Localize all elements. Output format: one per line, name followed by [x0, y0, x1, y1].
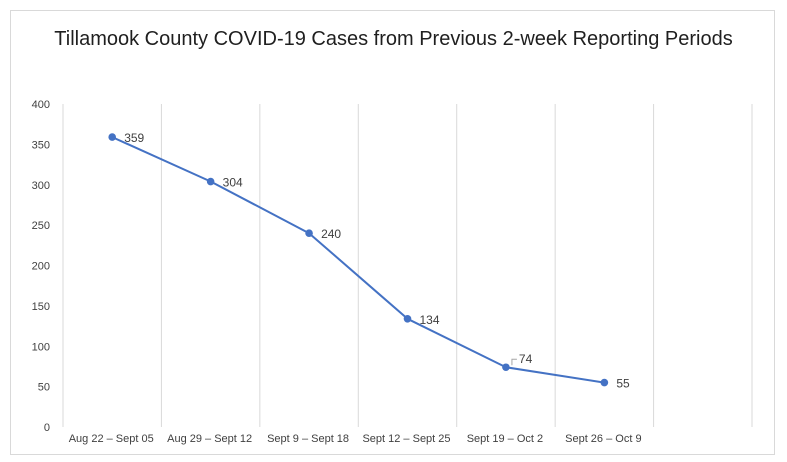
y-tick-label: 150	[32, 301, 50, 313]
series-line	[111, 136, 605, 384]
y-tick-label: 350	[32, 139, 50, 151]
x-axis-ticks: Aug 22 – Sept 05 Aug 29 – Sept 12 Sept 9 –…	[69, 433, 642, 445]
y-tick-label: 100	[32, 341, 50, 353]
data-label: 74	[519, 352, 533, 366]
data-labels: 359 304 240 134 74 55	[124, 131, 630, 390]
data-point	[600, 378, 609, 387]
y-axis-ticks: 0 50 100 150 200 250 300 350 400	[32, 99, 50, 434]
data-label: 304	[223, 176, 243, 190]
y-tick-label: 300	[32, 180, 50, 192]
data-points	[108, 133, 609, 387]
data-point	[108, 133, 117, 141]
data-label: 240	[321, 227, 341, 241]
data-label: 359	[124, 131, 144, 145]
chart-title: Tillamook County COVID-19 Cases from Pre…	[54, 28, 733, 50]
y-tick-label: 50	[38, 382, 50, 394]
x-tick-label: Sept 26 – Oct 9	[565, 433, 641, 445]
data-point	[206, 177, 215, 186]
y-tick-label: 250	[32, 220, 50, 232]
x-tick-label: Aug 22 – Sept 05	[69, 433, 154, 445]
y-tick-label: 200	[32, 261, 50, 273]
series-line-layer	[111, 136, 605, 384]
x-tick-label: Sept 19 – Oct 2	[467, 433, 543, 445]
data-point	[305, 229, 313, 237]
chart-frame	[10, 10, 775, 455]
x-tick-label: Sept 12 – Sept 25	[362, 433, 450, 445]
data-label: 134	[420, 313, 440, 327]
y-tick-label: 0	[44, 422, 50, 434]
data-point	[502, 363, 510, 372]
data-label: 55	[616, 377, 630, 391]
x-tick-label: Aug 29 – Sept 12	[167, 433, 252, 445]
data-point	[403, 314, 412, 323]
gridlines	[62, 104, 753, 427]
data-label-leader-line	[511, 358, 517, 366]
x-tick-label: Sept 9 – Sept 18	[267, 433, 349, 445]
y-tick-label: 400	[32, 99, 50, 111]
